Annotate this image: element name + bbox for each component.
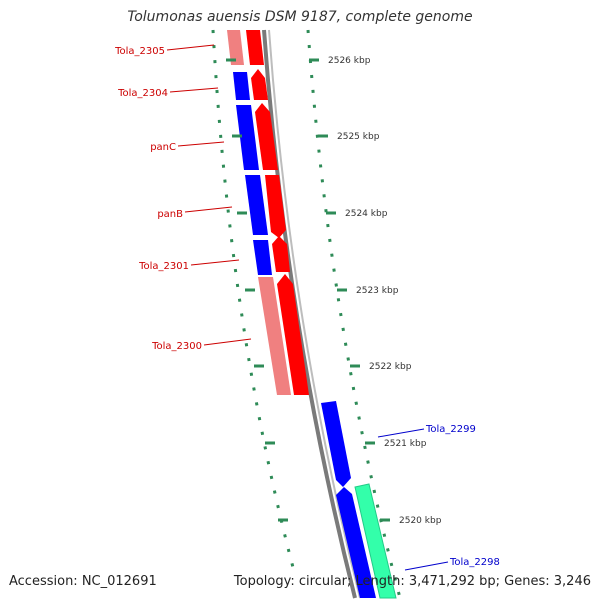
gene-label-leader-tola-2299 (377, 428, 425, 438)
gene-label-leader-panb (184, 206, 233, 213)
gene-tola-2305-light[interactable] (227, 30, 244, 65)
gene-panc-reverse-block[interactable] (236, 105, 259, 170)
inner-tick-ring (211, 29, 297, 576)
gene-tola-2301[interactable] (272, 236, 290, 272)
tick-label: 2522 kbp (369, 362, 412, 372)
gene-tola-2301-reverse-block[interactable] (253, 240, 272, 275)
accession-text: Accession: NC_012691 (9, 574, 157, 589)
feature-misc-green[interactable] (354, 483, 397, 599)
tick-label: 2524 kbp (345, 209, 388, 219)
tick-label: 2521 kbp (384, 439, 427, 449)
gene-label-leader-tola-2305 (166, 44, 215, 51)
tick-label: 2526 kbp (328, 56, 371, 66)
gene-label-layer: Tola_2305 Tola_2304 panC panB Tola_2301 Tola_… (114, 44, 500, 571)
gene-label-tola-2301[interactable]: Tola_2301 (138, 261, 189, 272)
gene-panb[interactable] (265, 175, 286, 238)
gene-label-leader-tola-2298 (404, 561, 449, 571)
gene-label-panc[interactable]: panC (150, 142, 176, 153)
gene-tola-2304-reverse-block[interactable] (233, 72, 250, 100)
tick-layer: 2526 kbp 2525 kbp 2524 kbp 2523 kbp 2522 kbp… (226, 56, 442, 526)
gene-label-leader-tola-2304 (169, 87, 219, 93)
tick-label: 2525 kbp (337, 132, 380, 142)
map-title: Tolumonas auensis DSM 9187, complete gen… (127, 9, 473, 25)
gene-label-tola-2304[interactable]: Tola_2304 (117, 88, 168, 99)
tick-label: 2520 kbp (399, 516, 442, 526)
gene-tola-2304[interactable] (251, 69, 268, 100)
gene-label-leader-tola-2300 (203, 338, 252, 346)
gene-label-leader-tola-2301 (190, 259, 240, 266)
gene-panb-reverse-block[interactable] (245, 175, 268, 235)
tick-label: 2523 kbp (356, 286, 399, 296)
gene-tola-2305[interactable] (246, 30, 264, 65)
gene-label-tola-2298[interactable]: Tola_2298 (449, 557, 500, 568)
gene-panc[interactable] (255, 103, 278, 170)
gene-label-tola-2305[interactable]: Tola_2305 (114, 46, 165, 57)
gene-tola-2300-light[interactable] (258, 277, 291, 395)
gene-tola-2299[interactable] (321, 401, 351, 487)
gene-label-tola-2300[interactable]: Tola_2300 (151, 341, 202, 352)
gene-label-tola-2299[interactable]: Tola_2299 (425, 424, 476, 435)
gene-tola-2298[interactable] (336, 487, 376, 598)
gene-label-leader-panc (177, 141, 225, 147)
backbone-inner-line (268, 29, 361, 599)
gene-tola-2300[interactable] (277, 274, 309, 395)
gene-label-panb[interactable]: panB (157, 209, 183, 220)
genome-summary-text: Topology: circular; Length: 3,471,292 bp… (233, 574, 591, 589)
